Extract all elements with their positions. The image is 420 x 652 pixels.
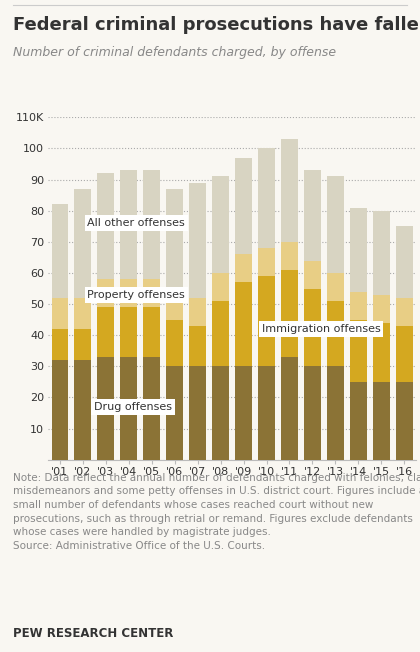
- Bar: [373, 295, 390, 323]
- Bar: [304, 261, 321, 288]
- Bar: [166, 291, 183, 319]
- Bar: [52, 360, 68, 460]
- Bar: [281, 357, 298, 460]
- Bar: [327, 366, 344, 460]
- Text: Federal criminal prosecutions have fallen: Federal criminal prosecutions have falle…: [13, 16, 420, 35]
- Bar: [143, 170, 160, 279]
- Bar: [258, 276, 275, 366]
- Text: Number of criminal defendants charged, by offense: Number of criminal defendants charged, b…: [13, 46, 336, 59]
- Bar: [74, 360, 91, 460]
- Text: All other offenses: All other offenses: [87, 218, 185, 228]
- Bar: [281, 242, 298, 270]
- Bar: [121, 357, 137, 460]
- Bar: [304, 366, 321, 460]
- Bar: [327, 301, 344, 366]
- Bar: [166, 189, 183, 291]
- Bar: [212, 273, 229, 301]
- Text: Note: Data reflect the annual number of defendants charged with felonies, class : Note: Data reflect the annual number of …: [13, 473, 420, 551]
- Bar: [350, 207, 367, 291]
- Bar: [281, 270, 298, 357]
- Text: Drug offenses: Drug offenses: [94, 402, 172, 412]
- Bar: [74, 329, 91, 360]
- Bar: [189, 366, 206, 460]
- Bar: [212, 177, 229, 273]
- Bar: [143, 307, 160, 357]
- Bar: [74, 189, 91, 298]
- Bar: [97, 173, 114, 279]
- Bar: [396, 298, 412, 326]
- Bar: [166, 366, 183, 460]
- Bar: [52, 298, 68, 329]
- Bar: [327, 177, 344, 273]
- Bar: [396, 326, 412, 382]
- Bar: [52, 205, 68, 298]
- Bar: [74, 298, 91, 329]
- Bar: [143, 357, 160, 460]
- Text: Property offenses: Property offenses: [87, 289, 185, 300]
- Bar: [258, 149, 275, 248]
- Bar: [121, 170, 137, 279]
- Bar: [304, 288, 321, 366]
- Bar: [350, 291, 367, 319]
- Bar: [350, 382, 367, 460]
- Bar: [350, 319, 367, 382]
- Bar: [166, 319, 183, 366]
- Bar: [97, 307, 114, 357]
- Bar: [143, 279, 160, 307]
- Bar: [121, 279, 137, 307]
- Bar: [189, 326, 206, 366]
- Bar: [281, 139, 298, 242]
- Bar: [97, 279, 114, 307]
- Bar: [327, 273, 344, 301]
- Bar: [212, 366, 229, 460]
- Bar: [189, 298, 206, 326]
- Bar: [396, 382, 412, 460]
- Bar: [373, 211, 390, 295]
- Bar: [52, 329, 68, 360]
- Bar: [189, 183, 206, 298]
- Bar: [373, 382, 390, 460]
- Bar: [235, 282, 252, 366]
- Bar: [235, 366, 252, 460]
- Bar: [97, 357, 114, 460]
- Text: Immigration offenses: Immigration offenses: [262, 324, 381, 334]
- Bar: [373, 323, 390, 382]
- Bar: [258, 248, 275, 276]
- Bar: [121, 307, 137, 357]
- Text: PEW RESEARCH CENTER: PEW RESEARCH CENTER: [13, 627, 173, 640]
- Bar: [235, 254, 252, 282]
- Bar: [396, 226, 412, 298]
- Bar: [304, 170, 321, 261]
- Bar: [212, 301, 229, 366]
- Bar: [235, 158, 252, 254]
- Bar: [258, 366, 275, 460]
